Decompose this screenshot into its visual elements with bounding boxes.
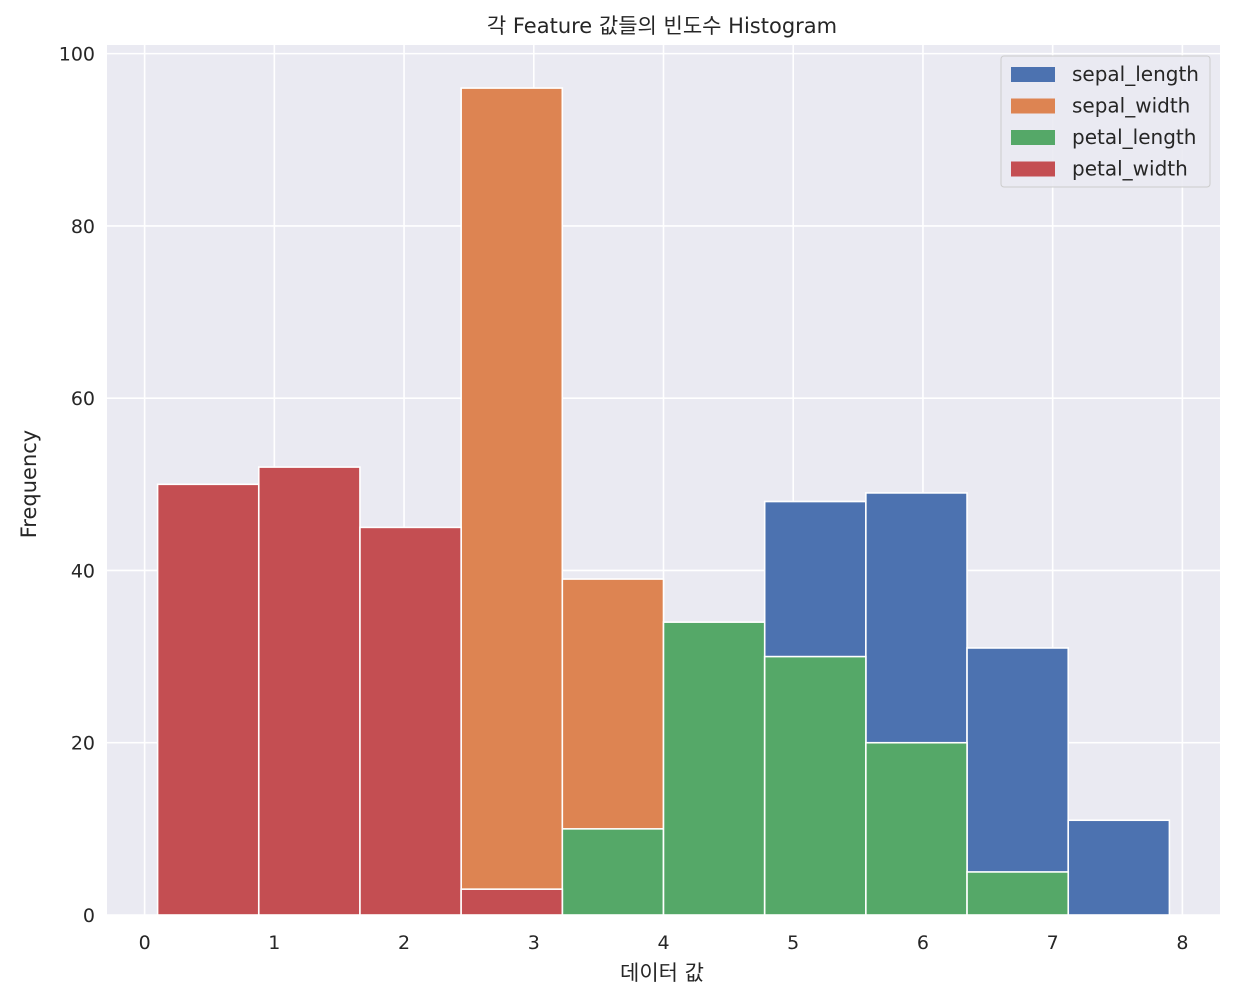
x-tick-label: 3	[528, 932, 540, 954]
x-tick-label: 5	[787, 932, 799, 954]
legend-label-petal_length: petal_length	[1072, 125, 1196, 149]
legend-swatch-petal_length	[1011, 130, 1055, 145]
chart-title: 각 Feature 값들의 빈도수 Histogram	[487, 14, 837, 38]
bar-petal_length-7	[865, 741, 968, 916]
legend-swatch-sepal_length	[1011, 67, 1055, 82]
x-tick-label: 4	[657, 932, 669, 954]
bar-sepal_width-3	[460, 87, 564, 916]
x-tick-label: 6	[917, 932, 929, 954]
y-tick-label: 80	[71, 216, 95, 238]
bar-petal_length-8	[966, 871, 1070, 916]
y-tick-label: 100	[59, 44, 95, 66]
bar-petal_width-3	[460, 888, 564, 916]
bar-petal_width-1	[257, 466, 361, 916]
legend-box	[1000, 55, 1211, 188]
y-tick-label: 20	[71, 733, 95, 755]
histogram-bars	[156, 87, 1171, 916]
legend-label-sepal_length: sepal_length	[1072, 62, 1199, 86]
bar-sepal_length-8	[966, 647, 1070, 916]
y-axis-ticks: 0 20 40 60 80 100	[59, 44, 95, 927]
bar-petal_length-6	[763, 655, 867, 916]
legend-swatch-sepal_width	[1011, 98, 1055, 114]
bar-petal_length-4	[561, 828, 665, 916]
x-tick-label: 7	[1047, 932, 1059, 954]
y-tick-label: 60	[71, 388, 95, 410]
legend: sepal_length sepal_width petal_lengthpetal…	[1000, 55, 1211, 188]
y-axis-label: Frequency	[17, 430, 41, 539]
y-tick-label: 40	[71, 560, 95, 582]
x-tick-label: 2	[398, 932, 410, 954]
y-tick-label: 0	[83, 905, 95, 927]
bar-petal_width-0	[156, 483, 260, 916]
x-axis-ticks: 0 1 2 3 4 5 6 7 8	[139, 932, 1189, 954]
legend-label-petal_width: petal_width	[1072, 157, 1188, 181]
x-tick-label: 0	[139, 932, 151, 954]
x-tick-label: 8	[1176, 932, 1188, 954]
x-axis-label: 데이터 값	[620, 961, 704, 985]
legend-label-sepal_width: sepal_width	[1072, 94, 1190, 118]
bar-petal_width-2	[359, 526, 462, 916]
bar-sepal_length-9	[1067, 819, 1171, 916]
bar-petal_length-5	[662, 621, 766, 916]
x-tick-label: 1	[268, 932, 280, 954]
legend-swatch-petal_width	[1011, 161, 1055, 177]
